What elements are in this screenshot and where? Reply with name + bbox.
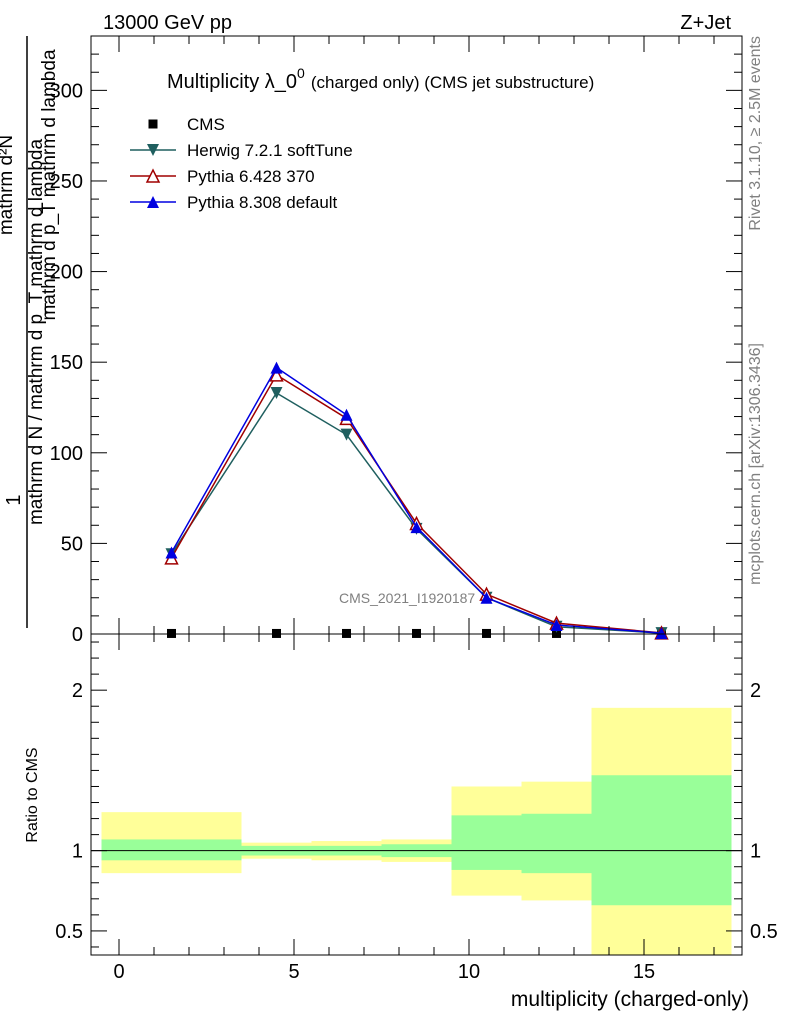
legend-marker-cms xyxy=(148,119,158,129)
data-point-cms xyxy=(167,628,176,638)
data-point-pythia-8-308-default xyxy=(270,361,283,374)
plot-title-note: (charged only) (CMS jet substructure) xyxy=(311,73,594,92)
ratio-tick-label-right: 2 xyxy=(750,680,761,702)
header-process: Z+Jet xyxy=(680,12,731,34)
data-point-pythia-8-308-default xyxy=(340,408,353,421)
y-tick-label: 0 xyxy=(72,624,83,646)
data-point-pythia-8-308-default xyxy=(410,521,423,534)
ylabel-numerator: 1 xyxy=(3,494,25,505)
upper-panel-axes: 0 50 100 150 200 250 300 xyxy=(50,35,743,646)
legend-label-herwig-7-2-1-softtune: Herwig 7.2.1 softTune xyxy=(187,141,353,160)
header-energy: 13000 GeV pp xyxy=(103,12,232,34)
upper-y-axis-label: 1 mathrm d N / mathrm d p_T mathrm d lam… xyxy=(0,36,60,628)
x-tick-label: 15 xyxy=(633,961,655,983)
ratio-band-green xyxy=(451,815,522,870)
legend: CMS Herwig 7.2.1 softTune Pythia 6.428 370… xyxy=(130,115,353,212)
ylabel-inner-denominator: mathrm d p_T mathrm d lambda xyxy=(39,49,60,320)
x-axis-label: multiplicity (charged-only) xyxy=(511,988,749,1011)
plot-title-sup: 0 xyxy=(297,65,305,81)
y-tick-label: 150 xyxy=(50,352,83,374)
ratio-tick-label: 1 xyxy=(72,841,83,863)
lower-panel-bands xyxy=(91,707,742,955)
legend-marker-herwig-7-2-1-softtune xyxy=(147,144,159,156)
legend-marker-pythia-6-428-370 xyxy=(145,168,161,183)
upper-panel-marks xyxy=(164,361,669,640)
ratio-band-green xyxy=(101,839,242,861)
ratio-tick-label: 2 xyxy=(72,680,83,702)
ratio-band-green xyxy=(521,813,592,874)
lower-panel-axes: 0.5 0.5 1 1 2 2 0 5 10 15 xyxy=(55,633,778,983)
legend-label-cms: CMS xyxy=(187,115,225,134)
data-point-pythia-6-428-370 xyxy=(269,367,284,382)
lower-frame xyxy=(90,633,743,956)
data-point-pythia-8-308-default xyxy=(655,627,668,640)
data-point-herwig-7-2-1-softtune xyxy=(270,386,283,399)
x-tick-label: 5 xyxy=(288,961,299,983)
ylabel-denominator: mathrm d N / mathrm d p_T mathrm d lambd… xyxy=(26,139,47,526)
data-point-cms xyxy=(342,628,351,638)
ratio-axis-label: Ratio to CMS xyxy=(24,747,41,842)
y-tick-label: 200 xyxy=(50,262,83,284)
plot-title: Multiplicity λ_00 (charged only) (CMS jet… xyxy=(167,65,594,93)
x-tick-label: 10 xyxy=(458,961,480,983)
ratio-band-green xyxy=(591,775,732,906)
y-tick-label: 250 xyxy=(50,171,83,193)
source-label: mcplots.cern.ch [arXiv:1306.3436] xyxy=(747,343,764,585)
plot-title-main: Multiplicity λ_0 xyxy=(167,71,297,93)
ratio-tick-label-right: 1 xyxy=(750,841,761,863)
data-point-cms xyxy=(272,628,281,638)
data-point-cms xyxy=(412,628,421,638)
legend-marker-pythia-8-308-default xyxy=(147,196,159,208)
data-point-pythia-8-308-default xyxy=(480,591,493,604)
data-point-pythia-8-308-default xyxy=(165,546,178,559)
legend-label-pythia-6-428-370: Pythia 6.428 370 xyxy=(187,167,315,186)
data-point-herwig-7-2-1-softtune xyxy=(340,428,353,441)
y-tick-label: 300 xyxy=(50,80,83,102)
data-point-cms xyxy=(552,628,561,638)
legend-label-pythia-8-308-default: Pythia 8.308 default xyxy=(187,193,338,212)
ylabel-inner-numerator: mathrm d²N xyxy=(0,135,17,235)
x-tick-label: 0 xyxy=(113,961,124,983)
data-point-cms xyxy=(482,628,491,638)
watermark: CMS_2021_I1920187 xyxy=(339,590,475,606)
ratio-tick-label-right: 0.5 xyxy=(750,921,778,943)
y-tick-label: 50 xyxy=(61,533,83,555)
ratio-tick-label: 0.5 xyxy=(55,921,83,943)
rivet-label: Rivet 3.1.10, ≥ 2.5M events xyxy=(747,36,764,231)
y-tick-label: 100 xyxy=(50,443,83,465)
data-point-pythia-8-308-default xyxy=(550,618,563,631)
